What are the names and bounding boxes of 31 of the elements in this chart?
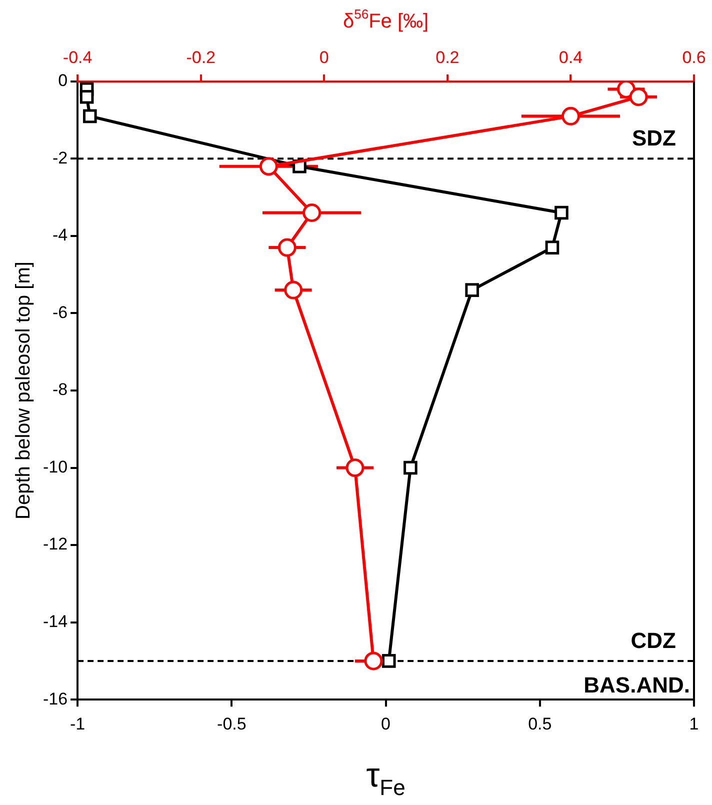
x2-tick-label: 0.2 (436, 48, 460, 67)
y-tick-label: -6 (52, 302, 68, 322)
x2-tick-label: 0.4 (558, 48, 583, 67)
point (554, 206, 568, 220)
x-tick-label: 1 (689, 714, 699, 734)
y-tick-label: -12 (42, 534, 68, 554)
y-tick-label: 0 (58, 71, 68, 90)
y-axis-title: Depth below paleosol top [m] (12, 262, 35, 520)
x2-tick-label: -0.4 (62, 48, 92, 67)
annotation: BAS.AND. (584, 672, 690, 698)
ref-line-label: SDZ (632, 126, 676, 151)
y-tick-label: -2 (52, 148, 68, 168)
y-tick-label: -8 (52, 380, 68, 400)
x2-tick-label: -0.2 (186, 48, 216, 67)
y-tick-label: -16 (42, 689, 68, 708)
x-tick-label: -1 (70, 714, 86, 734)
x2-tick-label: 0.6 (682, 48, 706, 67)
x-tick-label: -0.5 (217, 714, 246, 734)
point (82, 109, 97, 124)
x2-tick-label: 0 (319, 48, 329, 67)
x-tick-label: 0 (381, 714, 391, 734)
point (404, 460, 418, 475)
point (545, 240, 560, 254)
point (382, 654, 396, 668)
y-tick-label: -4 (52, 226, 68, 245)
y-tick-label: -10 (42, 457, 68, 476)
point (80, 90, 94, 104)
ref-line-label: CDZ (630, 628, 676, 654)
y-tick-label: -14 (42, 612, 68, 632)
x-tick-label: 0.5 (528, 714, 552, 734)
point (465, 283, 479, 297)
